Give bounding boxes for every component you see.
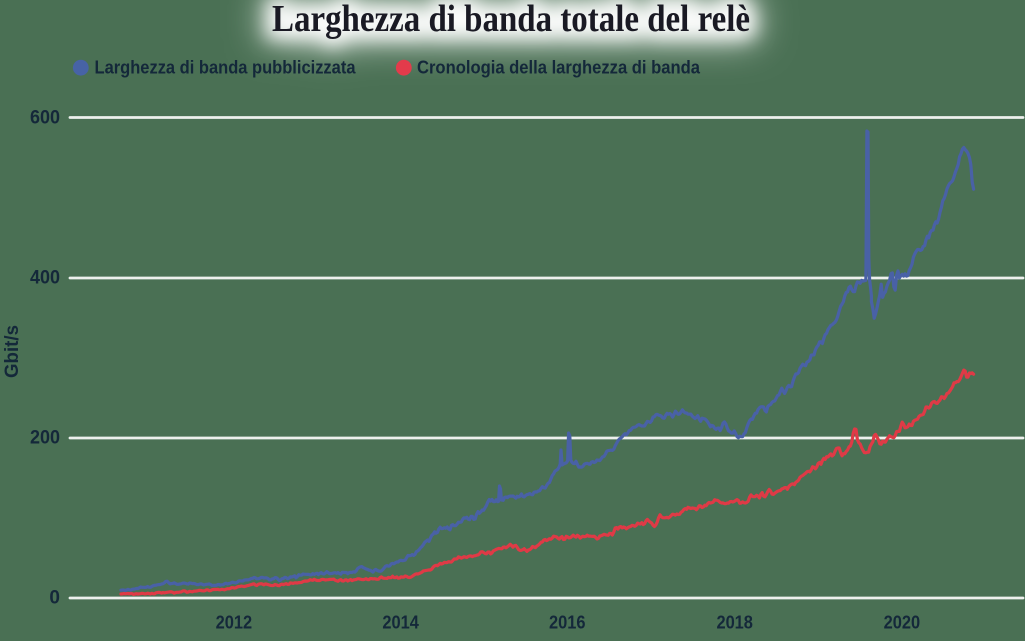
svg-text:Gbit/s: Gbit/s: [2, 325, 23, 378]
svg-text:2016: 2016: [549, 612, 586, 632]
svg-text:Larghezza di banda totale del: Larghezza di banda totale del relè: [272, 0, 750, 40]
svg-text:200: 200: [30, 428, 60, 449]
svg-text:Cronologia della larghezza di: Cronologia della larghezza di banda: [417, 57, 701, 77]
svg-text:Larghezza di banda pubblicizza: Larghezza di banda pubblicizzata: [95, 57, 357, 77]
svg-text:400: 400: [30, 268, 60, 289]
svg-text:2020: 2020: [884, 612, 921, 632]
svg-text:Larghezza di banda totale del: Larghezza di banda totale del relè: [272, 0, 750, 40]
svg-text:600: 600: [30, 108, 60, 129]
svg-text:2014: 2014: [382, 612, 419, 632]
svg-text:2012: 2012: [216, 612, 253, 632]
svg-text:2018: 2018: [716, 612, 753, 632]
svg-text:0: 0: [49, 588, 60, 609]
